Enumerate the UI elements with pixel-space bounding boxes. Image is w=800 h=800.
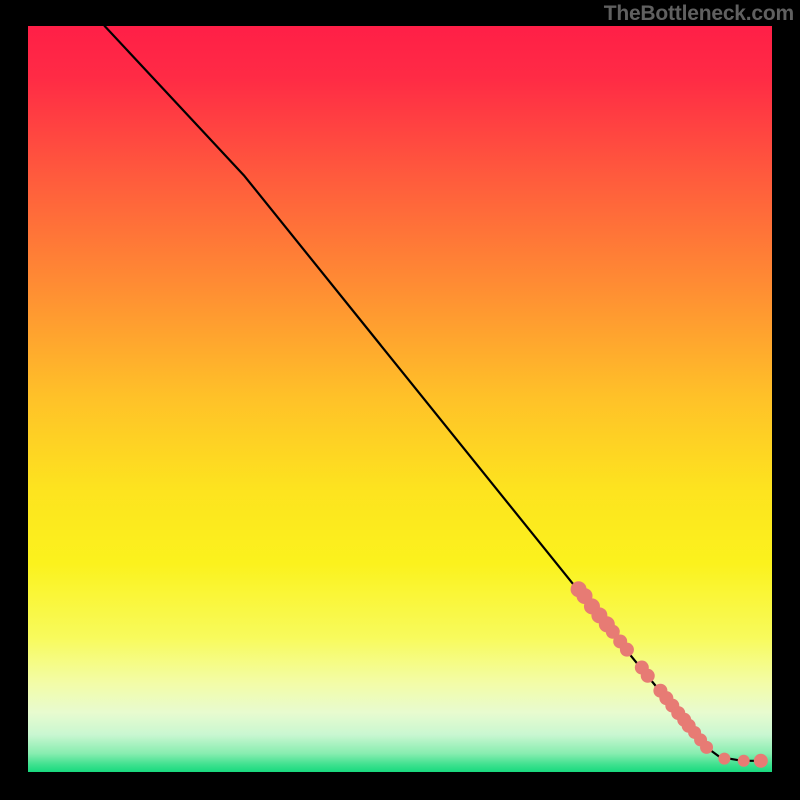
scatter-point — [718, 753, 730, 765]
plot-background — [28, 26, 772, 772]
chart-svg — [0, 0, 800, 800]
scatter-point — [620, 643, 634, 657]
scatter-point — [641, 669, 655, 683]
attribution-text: TheBottleneck.com — [604, 2, 794, 26]
scatter-point — [754, 754, 768, 768]
chart-stage: TheBottleneck.com — [0, 0, 800, 800]
scatter-point — [738, 755, 750, 767]
scatter-point — [700, 741, 713, 754]
